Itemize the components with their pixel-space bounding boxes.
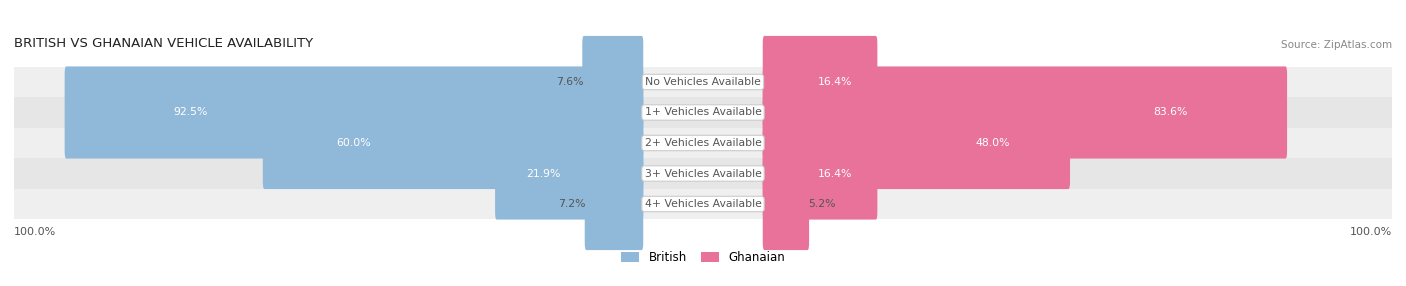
Bar bbox=[14, 67, 1392, 97]
FancyBboxPatch shape bbox=[65, 66, 644, 158]
Text: 7.6%: 7.6% bbox=[555, 77, 583, 87]
Text: BRITISH VS GHANAIAN VEHICLE AVAILABILITY: BRITISH VS GHANAIAN VEHICLE AVAILABILITY bbox=[14, 37, 314, 50]
Text: 83.6%: 83.6% bbox=[1154, 108, 1188, 118]
Text: 60.0%: 60.0% bbox=[336, 138, 371, 148]
Bar bbox=[14, 128, 1392, 158]
Text: No Vehicles Available: No Vehicles Available bbox=[645, 77, 761, 87]
Text: Source: ZipAtlas.com: Source: ZipAtlas.com bbox=[1281, 40, 1392, 50]
Bar bbox=[14, 97, 1392, 128]
Text: 3+ Vehicles Available: 3+ Vehicles Available bbox=[644, 168, 762, 178]
FancyBboxPatch shape bbox=[762, 66, 1286, 158]
Text: 48.0%: 48.0% bbox=[976, 138, 1010, 148]
FancyBboxPatch shape bbox=[762, 97, 1070, 189]
Text: 21.9%: 21.9% bbox=[526, 168, 561, 178]
Text: 7.2%: 7.2% bbox=[558, 199, 586, 209]
Text: 100.0%: 100.0% bbox=[1350, 227, 1392, 237]
Text: 92.5%: 92.5% bbox=[173, 108, 208, 118]
Bar bbox=[14, 158, 1392, 189]
Text: 16.4%: 16.4% bbox=[818, 77, 852, 87]
FancyBboxPatch shape bbox=[762, 36, 877, 128]
Text: 4+ Vehicles Available: 4+ Vehicles Available bbox=[644, 199, 762, 209]
FancyBboxPatch shape bbox=[582, 36, 644, 128]
Bar bbox=[14, 189, 1392, 219]
FancyBboxPatch shape bbox=[762, 128, 877, 220]
FancyBboxPatch shape bbox=[762, 158, 808, 250]
Text: 16.4%: 16.4% bbox=[818, 168, 852, 178]
FancyBboxPatch shape bbox=[495, 128, 644, 220]
Legend: British, Ghanaian: British, Ghanaian bbox=[617, 247, 789, 269]
FancyBboxPatch shape bbox=[263, 97, 644, 189]
Text: 2+ Vehicles Available: 2+ Vehicles Available bbox=[644, 138, 762, 148]
Text: 1+ Vehicles Available: 1+ Vehicles Available bbox=[644, 108, 762, 118]
FancyBboxPatch shape bbox=[585, 158, 644, 250]
Text: 5.2%: 5.2% bbox=[808, 199, 835, 209]
Text: 100.0%: 100.0% bbox=[14, 227, 56, 237]
